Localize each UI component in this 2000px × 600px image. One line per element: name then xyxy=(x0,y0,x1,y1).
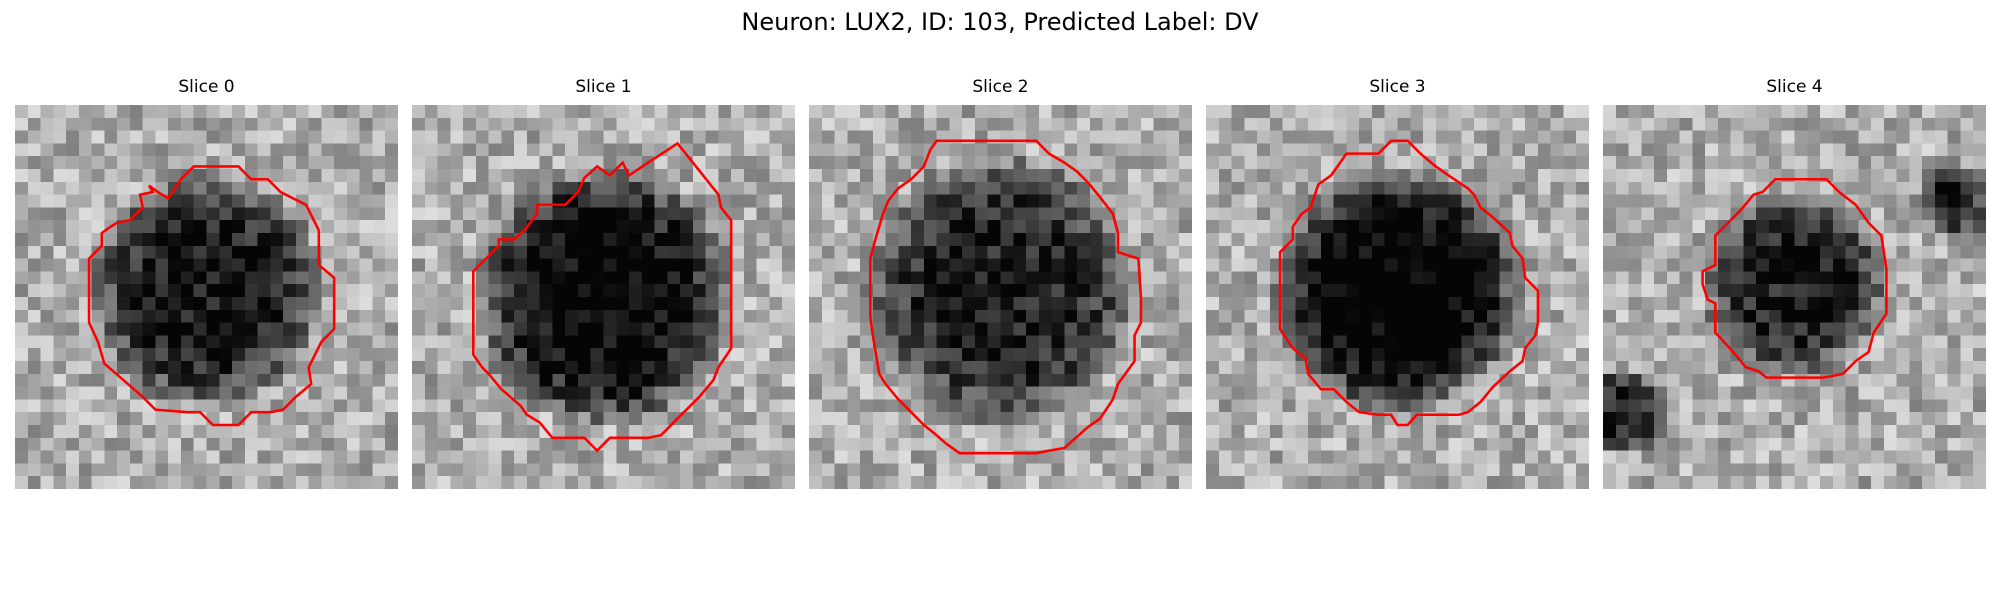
slice-pixels-3 xyxy=(1206,105,1589,489)
slice-title-4: Slice 4 xyxy=(1766,77,1823,97)
slice-panel-1: Slice 1 xyxy=(412,77,795,489)
roi-contour-2 xyxy=(869,139,1143,455)
slice-title-1: Slice 1 xyxy=(575,77,632,97)
slice-pixels-1 xyxy=(412,105,795,489)
slice-image-2 xyxy=(809,105,1192,489)
slice-panel-3: Slice 3 xyxy=(1206,77,1589,489)
roi-contour-0 xyxy=(87,165,336,427)
slice-pixels-0 xyxy=(15,105,398,489)
slice-pixels-2 xyxy=(809,105,1192,489)
roi-contour-1 xyxy=(472,141,733,453)
slice-image-4 xyxy=(1603,105,1986,489)
slice-title-0: Slice 0 xyxy=(178,77,235,97)
slice-panel-2: Slice 2 xyxy=(809,77,1192,489)
slice-title-3: Slice 3 xyxy=(1369,77,1426,97)
slice-image-0 xyxy=(15,105,398,489)
roi-contour-3 xyxy=(1278,139,1540,427)
slice-pixels-4 xyxy=(1603,105,1986,489)
roi-contour-4 xyxy=(1701,177,1888,379)
slice-panel-0: Slice 0 xyxy=(15,77,398,489)
slice-panel-4: Slice 4 xyxy=(1603,77,1986,489)
slice-title-2: Slice 2 xyxy=(972,77,1029,97)
figure-title: Neuron: LUX2, ID: 103, Predicted Label: … xyxy=(741,8,1259,36)
slice-image-3 xyxy=(1206,105,1589,489)
slice-image-1 xyxy=(412,105,795,489)
